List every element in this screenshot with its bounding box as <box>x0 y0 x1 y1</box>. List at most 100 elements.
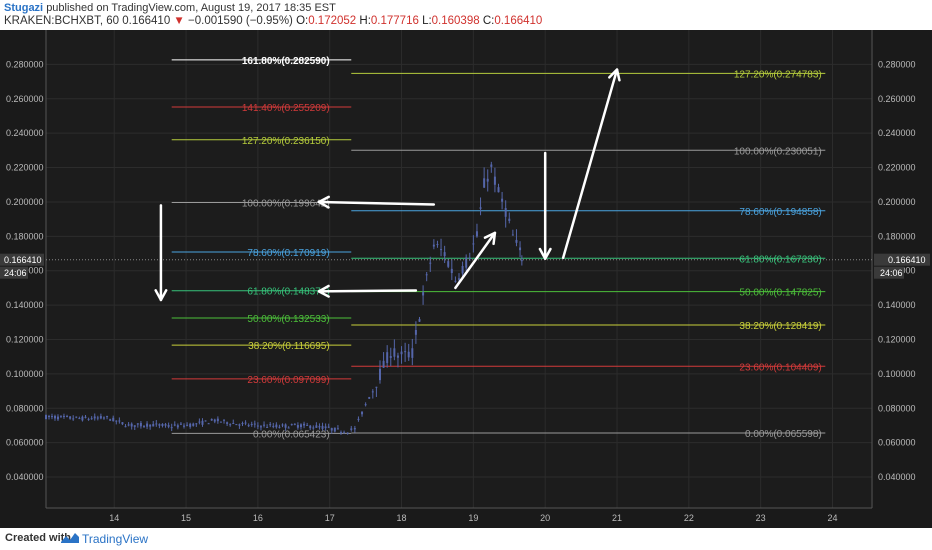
candle-body <box>250 424 253 426</box>
candle-body <box>312 427 315 429</box>
fib-label-left: 61.80%(0.148371) <box>247 287 329 298</box>
candle-body <box>327 426 330 428</box>
candle-body <box>210 419 213 421</box>
arrow-up-right <box>561 68 621 260</box>
candle-body <box>192 423 195 426</box>
candle-body <box>407 351 410 358</box>
candle-body <box>519 247 522 251</box>
y-tick-label-left: 0.040000 <box>6 472 44 482</box>
symbol-label: KRAKEN:BCHXBT, 60 <box>4 15 120 27</box>
candle-body <box>189 423 192 427</box>
author-name[interactable]: Stugazi <box>4 2 44 14</box>
candle-body <box>493 176 496 185</box>
candle-body <box>47 416 50 418</box>
low-label: L: <box>422 15 432 27</box>
candle-body <box>127 424 130 426</box>
arrow-shaft <box>561 68 619 260</box>
y-tick-label-right: 0.080000 <box>878 403 916 413</box>
candle-body <box>336 428 339 430</box>
x-tick-label: 14 <box>109 513 119 523</box>
candle-body <box>272 425 275 427</box>
fib-label-left: 0.00%(0.065423) <box>253 429 330 440</box>
candle-body <box>232 423 235 425</box>
x-tick-label: 21 <box>612 513 622 523</box>
candle-body <box>281 424 284 426</box>
y-tick-label-left: 0.080000 <box>6 403 44 413</box>
fib-label-left: 23.60%(0.097099) <box>247 375 329 386</box>
fib-label-left: 50.00%(0.132533) <box>247 314 329 325</box>
candle-body <box>368 397 371 399</box>
candle-body <box>411 348 414 358</box>
candle-body <box>436 244 439 246</box>
candle-body <box>62 415 65 417</box>
y-tick-label-right: 0.280000 <box>878 59 916 69</box>
x-tick-label: 16 <box>253 513 263 523</box>
candle-body <box>219 421 222 423</box>
candle-body <box>353 428 356 430</box>
candle-body <box>479 207 482 209</box>
arrow-head <box>608 68 621 82</box>
fib-label-left: 127.20%(0.236150) <box>242 136 330 147</box>
last-price-tag-right <box>874 253 930 266</box>
y-tick-label-right: 0.120000 <box>878 334 916 344</box>
candle-body <box>465 257 468 268</box>
candle-body <box>247 425 250 427</box>
y-tick-label-right: 0.180000 <box>878 231 916 241</box>
candle-body <box>229 424 232 426</box>
low-value: 0.160398 <box>431 15 480 27</box>
candle-body <box>179 423 182 425</box>
x-tick-label: 19 <box>468 513 478 523</box>
y-tick-label-right: 0.220000 <box>878 163 916 173</box>
fib-label-right: 127.20%(0.274783) <box>734 69 822 80</box>
arrow-down-mid <box>538 151 552 260</box>
candle-body <box>183 425 186 427</box>
candle-body <box>93 416 96 419</box>
candle-body <box>155 423 158 425</box>
candle-body <box>45 415 47 420</box>
open-value: 0.172052 <box>308 15 357 27</box>
arrow-head <box>317 284 330 298</box>
candle-body <box>198 421 201 423</box>
candle-body <box>293 423 296 425</box>
candle-body <box>78 418 81 420</box>
price-chart[interactable]: 0.280000 0.280000 0.260000 0.260000 0.240000… <box>0 30 932 528</box>
candle-body <box>309 425 312 429</box>
candle-body <box>207 423 210 425</box>
candle-body <box>69 416 72 419</box>
x-tick-label: 20 <box>540 513 550 523</box>
arrow-shaft <box>317 289 418 293</box>
candle-body <box>458 278 460 280</box>
open-label: O: <box>296 15 309 27</box>
countdown-label-left: 24:06 <box>4 268 27 278</box>
high-value: 0.177716 <box>370 15 419 27</box>
fib-label-left: 141.40%(0.255209) <box>242 103 330 114</box>
candle-body <box>269 424 272 426</box>
arrow-shaft <box>317 200 436 206</box>
y-tick-label-right: 0.140000 <box>878 300 916 310</box>
y-tick-label-left: 0.100000 <box>6 369 44 379</box>
candle-body <box>425 274 428 276</box>
tradingview-brand[interactable]: TradingView <box>82 532 149 546</box>
candle-body <box>244 422 247 424</box>
y-tick-label-left: 0.200000 <box>6 197 44 207</box>
candle-body <box>454 280 457 282</box>
candle-body <box>284 424 287 428</box>
arrow-to-left-100 <box>317 195 436 209</box>
candle-body <box>357 418 360 420</box>
candle-body <box>53 415 56 419</box>
publish-line: Stugazi published on TradingView.com, Au… <box>4 2 336 15</box>
candle-body <box>139 422 142 427</box>
tradingview-logo-icon <box>61 533 79 543</box>
candle-body <box>115 420 118 422</box>
x-tick-label: 22 <box>684 513 694 523</box>
candle-body <box>213 419 216 422</box>
candle-body <box>350 428 353 430</box>
candle-body <box>393 348 396 357</box>
candle-body <box>161 423 164 427</box>
candle-body <box>266 426 269 428</box>
candle-body <box>472 243 475 245</box>
candle-body <box>253 423 256 425</box>
candle-body <box>318 426 321 428</box>
candle-body <box>418 319 421 322</box>
arrow-head <box>154 289 168 302</box>
